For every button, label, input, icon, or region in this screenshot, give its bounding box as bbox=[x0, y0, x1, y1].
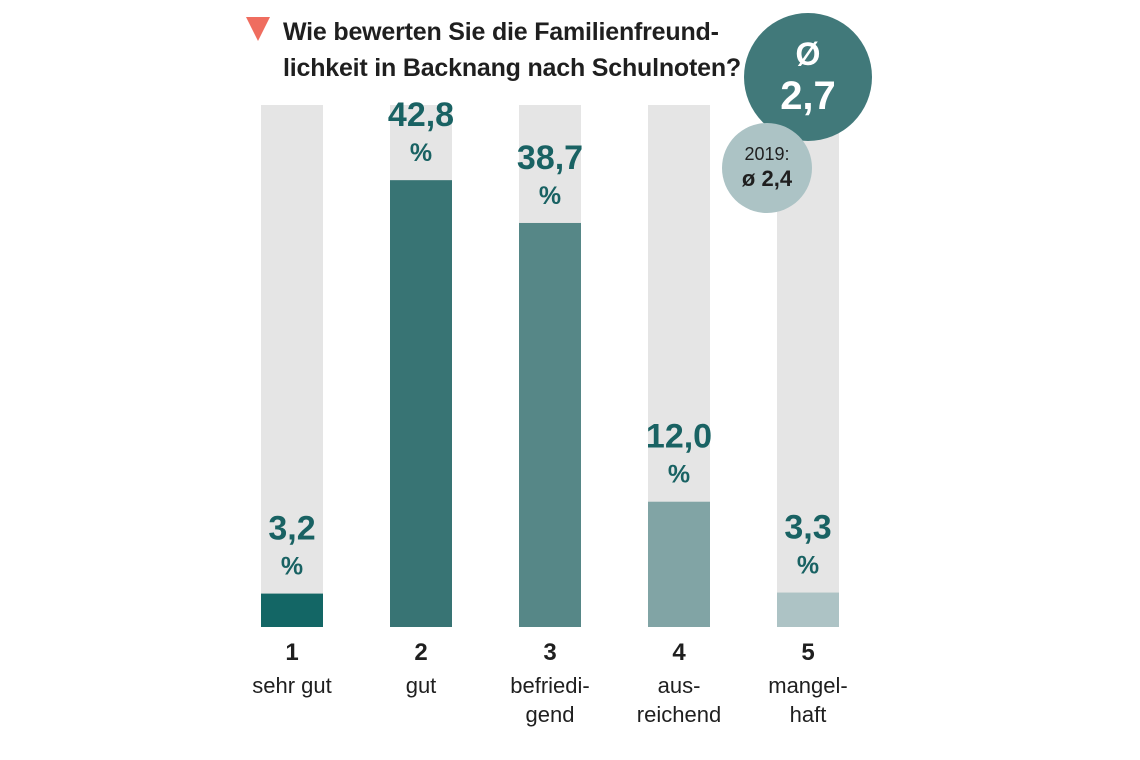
category-label-5-line-2: haft bbox=[790, 702, 827, 727]
chart-title-line-1: Wie bewerten Sie die Familienfreund- bbox=[283, 18, 719, 46]
previous-year-label: 2019: bbox=[744, 144, 790, 164]
chart-title-line-2: lichkeit in Backnang nach Schulnoten? bbox=[283, 54, 741, 82]
category-label-4-line-2: reichend bbox=[637, 702, 721, 727]
value-unit-4: % bbox=[668, 461, 690, 489]
value-unit-2: % bbox=[410, 139, 432, 167]
average-badge: Ø 2,7 bbox=[744, 13, 872, 141]
bar-3 bbox=[519, 222, 581, 628]
value-label-5: 3,3 bbox=[784, 509, 831, 547]
previous-average-badge: 2019: ø 2,4 bbox=[722, 123, 812, 213]
bar-1 bbox=[261, 593, 323, 627]
bars-layer: 3,2% 1 sehr gut 42,8% 2 gut 38,7% 3 befriedi-gen… bbox=[252, 96, 847, 727]
value-label-1: 3,2 bbox=[268, 510, 315, 548]
category-label-3-line-1: befriedi- bbox=[510, 673, 589, 698]
category-label-5-line-1: mangel- bbox=[768, 673, 847, 698]
category-label-4-line-1: aus- bbox=[658, 673, 701, 698]
value-label-2: 42,8 bbox=[388, 96, 454, 134]
value-unit-1: % bbox=[281, 553, 303, 581]
bar-5 bbox=[777, 592, 839, 627]
category-label-2-line-1: gut bbox=[406, 673, 437, 698]
value-unit-5: % bbox=[797, 552, 819, 580]
bar-4 bbox=[648, 501, 710, 627]
value-unit-3: % bbox=[539, 182, 561, 210]
value-label-3: 38,7 bbox=[517, 139, 583, 177]
category-grade-2: 2 bbox=[414, 639, 427, 666]
category-grade-5: 5 bbox=[801, 639, 814, 666]
previous-average-value: ø 2,4 bbox=[741, 165, 793, 191]
value-label-4: 12,0 bbox=[646, 418, 712, 456]
category-grade-1: 1 bbox=[285, 639, 298, 666]
average-value: 2,7 bbox=[780, 74, 836, 118]
average-symbol: Ø bbox=[795, 36, 821, 72]
category-grade-3: 3 bbox=[543, 639, 556, 666]
category-label-1-line-1: sehr gut bbox=[252, 673, 332, 698]
title-marker-icon bbox=[246, 17, 270, 41]
category-grade-4: 4 bbox=[672, 639, 686, 666]
category-label-3-line-2: gend bbox=[526, 702, 575, 727]
bar-2 bbox=[390, 180, 452, 627]
bar-track-1 bbox=[261, 105, 323, 627]
